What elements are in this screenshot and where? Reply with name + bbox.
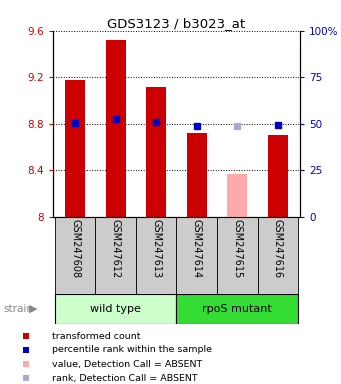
Bar [106, 40, 126, 217]
Bar [257, 217, 298, 294]
Bar [227, 174, 247, 217]
Bar [65, 79, 85, 217]
Title: GDS3123 / b3023_at: GDS3123 / b3023_at [107, 17, 246, 30]
Bar [136, 217, 177, 294]
Bar [146, 87, 166, 217]
Text: rank, Detection Call = ABSENT: rank, Detection Call = ABSENT [52, 374, 198, 382]
Text: ▶: ▶ [29, 304, 38, 314]
Bar [187, 133, 207, 217]
Text: percentile rank within the sample: percentile rank within the sample [52, 345, 212, 354]
Text: strain: strain [3, 304, 33, 314]
Text: GSM247614: GSM247614 [192, 219, 202, 278]
Text: wild type: wild type [90, 304, 141, 314]
Text: transformed count: transformed count [52, 331, 140, 341]
Text: GSM247608: GSM247608 [70, 219, 80, 278]
Text: GSM247613: GSM247613 [151, 219, 161, 278]
Bar [177, 294, 298, 324]
Bar [95, 217, 136, 294]
Text: value, Detection Call = ABSENT: value, Detection Call = ABSENT [52, 359, 202, 369]
Bar [55, 294, 177, 324]
Text: GSM247615: GSM247615 [232, 219, 242, 278]
Bar [268, 136, 288, 217]
Bar [217, 217, 257, 294]
Bar [55, 217, 95, 294]
Text: GSM247612: GSM247612 [111, 219, 121, 278]
Text: rpoS mutant: rpoS mutant [203, 304, 272, 314]
Bar [177, 217, 217, 294]
Text: GSM247616: GSM247616 [273, 219, 283, 278]
